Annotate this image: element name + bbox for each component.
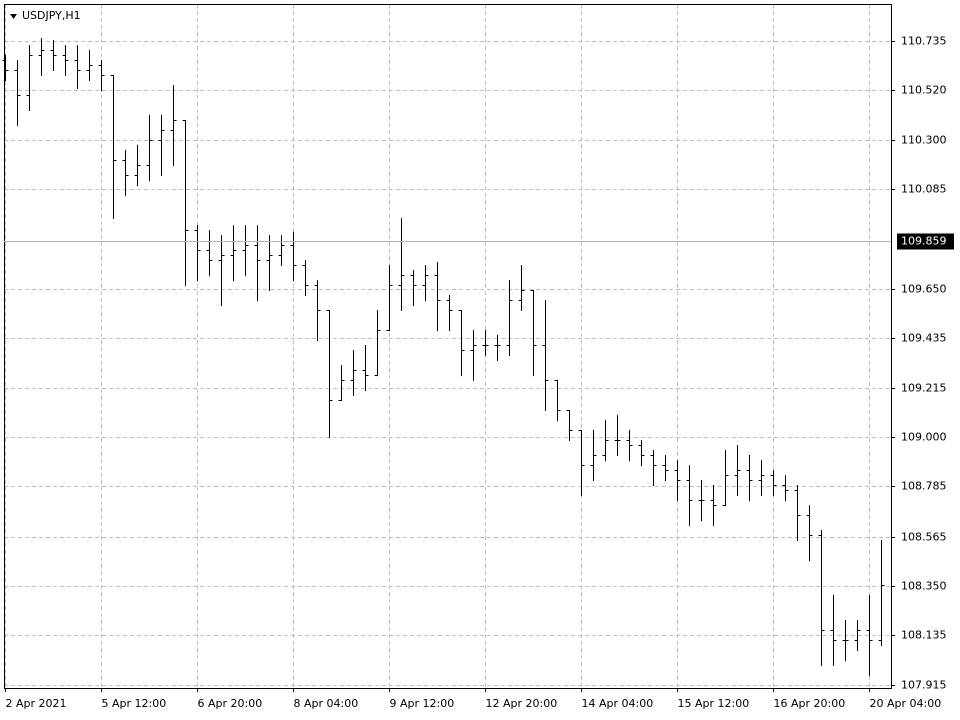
chart-title: USDJPY,H1 bbox=[22, 9, 81, 22]
x-tick-label: 16 Apr 20:00 bbox=[774, 697, 846, 710]
y-tick-label: 110.300 bbox=[901, 134, 947, 147]
x-tick-label: 15 Apr 12:00 bbox=[678, 697, 750, 710]
y-tick-label: 108.565 bbox=[901, 531, 947, 544]
x-tick-label: 2 Apr 2021 bbox=[6, 697, 67, 710]
y-tick-label: 109.000 bbox=[901, 431, 947, 444]
y-tick-label: 108.135 bbox=[901, 629, 947, 642]
y-tick-label: 110.735 bbox=[901, 35, 947, 48]
grid bbox=[4, 4, 891, 688]
y-tick-label: 110.085 bbox=[901, 183, 947, 196]
y-tick-label: 107.915 bbox=[901, 679, 947, 692]
y-tick-label: 109.650 bbox=[901, 283, 947, 296]
y-tick-label: 109.435 bbox=[901, 332, 947, 345]
x-tick-label: 8 Apr 04:00 bbox=[294, 697, 359, 710]
current-price-box bbox=[897, 233, 954, 250]
y-tick-label: 110.520 bbox=[901, 84, 947, 97]
x-tick-label: 14 Apr 04:00 bbox=[582, 697, 654, 710]
x-tick-label: 9 Apr 12:00 bbox=[390, 697, 455, 710]
y-tick-label: 109.215 bbox=[901, 382, 947, 395]
bars bbox=[2, 38, 885, 676]
current-price-label: 109.859 bbox=[901, 235, 947, 248]
x-tick-label: 20 Apr 04:00 bbox=[870, 697, 942, 710]
y-tick-label: 108.785 bbox=[901, 480, 947, 493]
y-tick-label: 108.350 bbox=[901, 580, 947, 593]
x-tick-label: 5 Apr 12:00 bbox=[102, 697, 167, 710]
menu-triangle bbox=[10, 14, 17, 19]
plot-frame bbox=[4, 4, 892, 689]
x-tick-label: 6 Apr 20:00 bbox=[198, 697, 263, 710]
x-tick-label: 12 Apr 20:00 bbox=[486, 697, 558, 710]
